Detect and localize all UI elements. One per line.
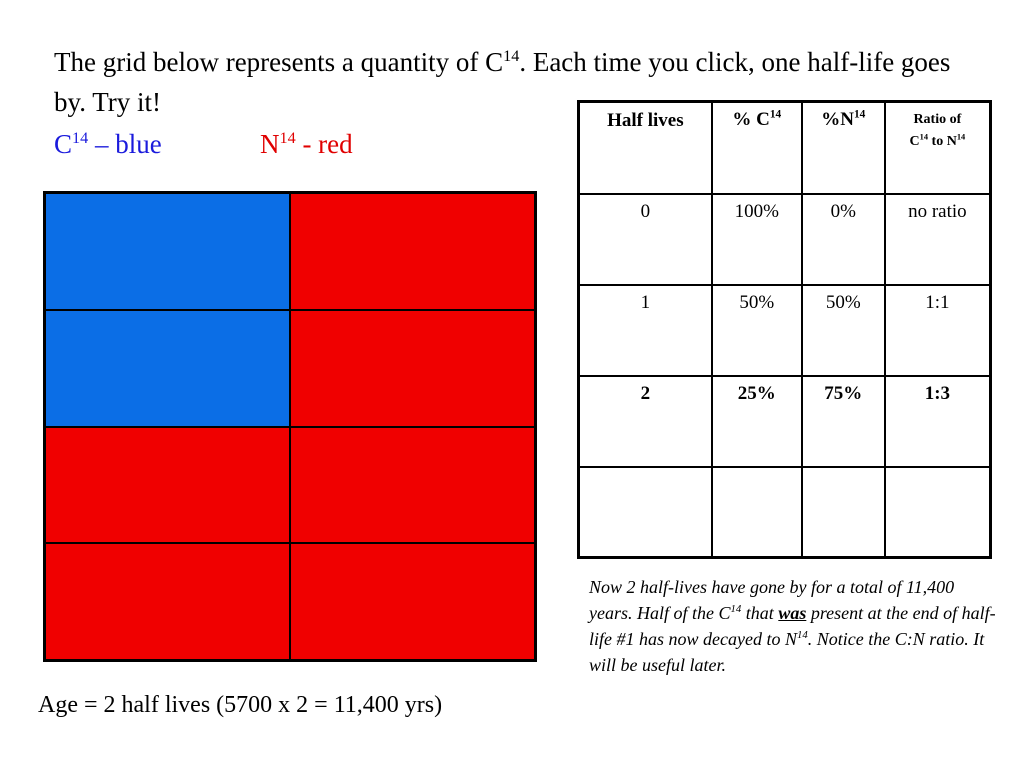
intro-text: The grid below represents a quantity of … bbox=[54, 47, 951, 117]
cell-percent-n14: 0% bbox=[800, 192, 886, 286]
cell-percent-c14: 50% bbox=[710, 283, 803, 377]
grid-cell-c14[interactable] bbox=[46, 194, 289, 309]
table-row: 1 50% 50% 1:1 bbox=[577, 283, 992, 377]
table-header-row: Half lives % C14 %N14 Ratio of C14 to N14 bbox=[577, 100, 992, 195]
legend-c14-blue: C14 – blue bbox=[54, 129, 162, 159]
age-caption: Age = 2 half lives (5700 x 2 = 11,400 yr… bbox=[38, 692, 443, 718]
cell-percent-n14: 50% bbox=[800, 283, 886, 377]
header-percent-n14: %N14 bbox=[800, 100, 886, 195]
grid-cell-n14[interactable] bbox=[291, 544, 534, 659]
cell-half-lives: 1 bbox=[577, 283, 713, 377]
cell-ratio: 1:3 bbox=[883, 374, 992, 468]
table-row: 0 100% 0% no ratio bbox=[577, 192, 992, 286]
legend-n14-red: N14 - red bbox=[260, 129, 353, 159]
color-legend: C14 – blue N14 - red bbox=[54, 124, 353, 164]
explanation-note: Now 2 half-lives have gone by for a tota… bbox=[589, 577, 996, 675]
cell-ratio: 1:1 bbox=[883, 283, 992, 377]
grid-cell-n14[interactable] bbox=[46, 427, 289, 543]
grid-cell-n14[interactable] bbox=[291, 427, 534, 543]
grid-cell-n14[interactable] bbox=[291, 310, 534, 426]
cell-ratio bbox=[883, 465, 992, 559]
half-life-table: Half lives % C14 %N14 Ratio of C14 to N14… bbox=[577, 100, 992, 559]
cell-percent-c14 bbox=[710, 465, 803, 559]
cell-half-lives: 2 bbox=[577, 374, 713, 468]
grid-cell-n14[interactable] bbox=[46, 544, 289, 659]
cell-percent-n14 bbox=[800, 465, 886, 559]
grid-cell-n14[interactable] bbox=[291, 194, 534, 309]
cell-half-lives: 0 bbox=[577, 192, 713, 286]
grid-cell-c14[interactable] bbox=[46, 310, 289, 426]
table-row bbox=[577, 465, 992, 559]
header-ratio: Ratio of C14 to N14 bbox=[883, 100, 992, 195]
header-half-lives: Half lives bbox=[577, 100, 713, 195]
cell-ratio: no ratio bbox=[883, 192, 992, 286]
isotope-grid[interactable] bbox=[43, 191, 537, 662]
cell-percent-n14: 75% bbox=[800, 374, 886, 468]
cell-percent-c14: 25% bbox=[710, 374, 803, 468]
cell-half-lives bbox=[577, 465, 713, 559]
cell-percent-c14: 100% bbox=[710, 192, 803, 286]
header-percent-c14: % C14 bbox=[710, 100, 803, 195]
table-row: 2 25% 75% 1:3 bbox=[577, 374, 992, 468]
